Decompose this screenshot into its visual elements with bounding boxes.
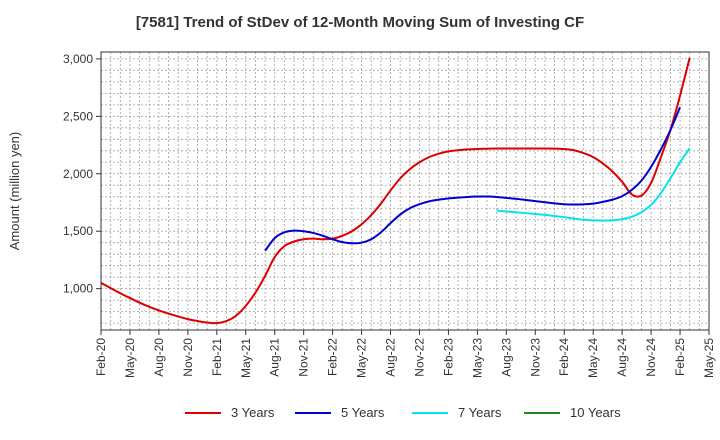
grid-lines xyxy=(100,52,710,330)
legend-item: 3 Years xyxy=(185,405,274,420)
x-tick-label: Nov-24 xyxy=(644,338,658,377)
x-tick-label: May-25 xyxy=(702,338,716,378)
x-tick-label: Feb-24 xyxy=(557,338,571,376)
series-lines xyxy=(100,57,691,325)
x-tick-label: May-21 xyxy=(239,338,253,378)
plot-border xyxy=(100,51,710,331)
x-tick-label: Feb-25 xyxy=(673,338,687,376)
x-tick-label: May-24 xyxy=(586,338,600,378)
x-tick-label: May-20 xyxy=(123,338,137,378)
x-tick-label: Aug-21 xyxy=(268,338,282,377)
y-tick-label: 3,000 xyxy=(63,52,93,66)
x-tick-label: Nov-22 xyxy=(412,338,426,377)
x-tick-label: Nov-21 xyxy=(297,338,311,377)
x-tick-label: Nov-20 xyxy=(181,338,195,377)
x-tick-label: May-22 xyxy=(355,338,369,378)
x-tick-label: Feb-20 xyxy=(94,338,108,376)
series-line-7-years xyxy=(496,147,691,222)
legend-item: 7 Years xyxy=(412,405,501,420)
chart-title: [7581] Trend of StDev of 12-Month Moving… xyxy=(135,14,585,31)
x-tick-label: Feb-22 xyxy=(326,338,340,376)
legend-label: 5 Years xyxy=(341,405,385,420)
series-line-5-years xyxy=(264,106,681,252)
x-tick-label: Nov-23 xyxy=(528,338,542,377)
x-tick-label: Feb-23 xyxy=(441,338,455,376)
x-tick-label: Aug-24 xyxy=(615,338,629,377)
y-tick-label: 1,000 xyxy=(63,282,93,296)
legend-swatch xyxy=(524,411,560,414)
x-tick-label: Feb-21 xyxy=(210,338,224,376)
legend-item: 10 Years xyxy=(524,405,621,420)
legend-swatch xyxy=(185,411,221,414)
axes: 1,000 1,500 2,000 2,500 3,000 Feb-20 May-20 Aug… xyxy=(63,51,716,378)
x-tick-label: Aug-20 xyxy=(152,338,166,377)
series-line-3-years xyxy=(100,57,691,325)
x-tick-label: Aug-23 xyxy=(499,338,513,377)
y-tick-label: 2,500 xyxy=(63,109,93,123)
legend-swatch xyxy=(295,411,331,414)
legend-label: 7 Years xyxy=(458,405,502,420)
legend-item: 5 Years xyxy=(295,405,384,420)
legend-label: 10 Years xyxy=(570,405,621,420)
x-tick-label: Aug-22 xyxy=(384,338,398,377)
y-tick-label: 1,500 xyxy=(63,224,93,238)
x-tick-label: May-23 xyxy=(470,338,484,378)
y-axis-label: Amount (million yen) xyxy=(7,132,22,251)
legend: 3 Years 5 Years 7 Years 10 Years xyxy=(0,405,720,425)
legend-label: 3 Years xyxy=(231,405,275,420)
legend-swatch xyxy=(412,411,448,414)
y-tick-label: 2,000 xyxy=(63,167,93,181)
